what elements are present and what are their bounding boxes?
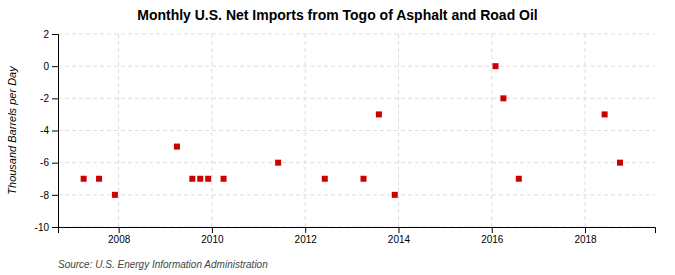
x-tick-label: 2014	[388, 234, 411, 245]
x-tick-mark	[119, 227, 120, 233]
x-axis: 2008 2010 2012 2014 2016 2018	[59, 227, 656, 245]
x-axis-line	[59, 228, 656, 234]
x-tick-label: 2012	[295, 234, 318, 245]
x-tick: 2010	[201, 227, 224, 245]
x-tick-label: 2010	[201, 234, 224, 245]
grid-line-y	[58, 194, 655, 195]
grid-line-y	[58, 66, 655, 67]
x-tick-mark	[585, 227, 586, 233]
y-axis: -10 -8 -6 -4 -2 0 2	[35, 29, 59, 233]
chart-container: 2008 2010 2012 2014 2016 2018 -10 -8 -6 -4 -2 0 2 Mon…	[0, 0, 675, 275]
y-tick-label: -4	[40, 125, 49, 136]
y-tick-mark	[52, 98, 58, 99]
y-tick-mark	[52, 66, 58, 67]
point	[376, 111, 382, 117]
chart-svg: 2008 2010 2012 2014 2016 2018 -10 -8 -6 -4 -2 0 2 Mon…	[0, 0, 675, 275]
grid	[58, 34, 655, 227]
grid-line-y	[58, 130, 655, 131]
grid-line-x	[118, 34, 119, 227]
y-tick: -2	[40, 93, 58, 104]
point	[112, 192, 118, 198]
y-tick-mark	[52, 227, 58, 228]
point	[205, 176, 211, 182]
y-tick-label: -8	[40, 190, 49, 201]
point	[197, 176, 203, 182]
point	[602, 111, 608, 117]
y-tick-mark	[52, 163, 58, 164]
y-tick: -8	[40, 190, 58, 201]
grid-line-x	[398, 34, 399, 227]
point	[275, 160, 281, 166]
point	[81, 176, 87, 182]
point	[322, 176, 328, 182]
point	[360, 176, 366, 182]
y-tick-mark	[52, 131, 58, 132]
x-tick-label: 2018	[574, 234, 597, 245]
y-tick-label: 2	[43, 29, 49, 40]
source: Source: U.S. Energy Information Administ…	[58, 259, 268, 270]
y-tick-mark	[52, 34, 58, 35]
point	[174, 144, 180, 150]
y-tick: -10	[35, 222, 58, 233]
grid-line-y	[58, 98, 655, 99]
point	[189, 176, 195, 182]
y-tick-label: -2	[40, 93, 49, 104]
grid-line-y	[58, 162, 655, 163]
point	[392, 192, 398, 198]
x-tick-mark	[305, 227, 306, 233]
x-tick: 2008	[108, 227, 131, 245]
x-tick: 2014	[388, 227, 411, 245]
y-tick: -4	[40, 125, 58, 136]
point	[516, 176, 522, 182]
x-tick: 2016	[481, 227, 504, 245]
y-tick-mark	[52, 195, 58, 196]
y-axis-line	[52, 35, 59, 228]
y-tick-label: -10	[35, 222, 50, 233]
y-tick: -6	[40, 157, 58, 168]
title: Monthly U.S. Net Imports from Togo of As…	[137, 7, 538, 23]
y-tick-label: 0	[43, 61, 49, 72]
x-tick-mark	[398, 227, 399, 233]
x-tick: 2012	[295, 227, 318, 245]
x-tick-mark	[212, 227, 213, 233]
point	[221, 176, 227, 182]
y-tick-label: -6	[40, 157, 49, 168]
points	[81, 63, 623, 198]
point	[96, 176, 102, 182]
x-tick-label: 2016	[481, 234, 504, 245]
y-tick: 2	[43, 29, 58, 40]
y-tick: 0	[43, 61, 58, 72]
point	[500, 95, 506, 101]
grid-line-y	[58, 34, 655, 35]
y-axis-title: Thousand Barrels per Day	[6, 65, 18, 195]
point	[617, 160, 623, 166]
x-tick-mark	[492, 227, 493, 233]
x-tick-label: 2008	[108, 234, 131, 245]
point	[492, 63, 498, 69]
x-tick: 2018	[574, 227, 597, 245]
